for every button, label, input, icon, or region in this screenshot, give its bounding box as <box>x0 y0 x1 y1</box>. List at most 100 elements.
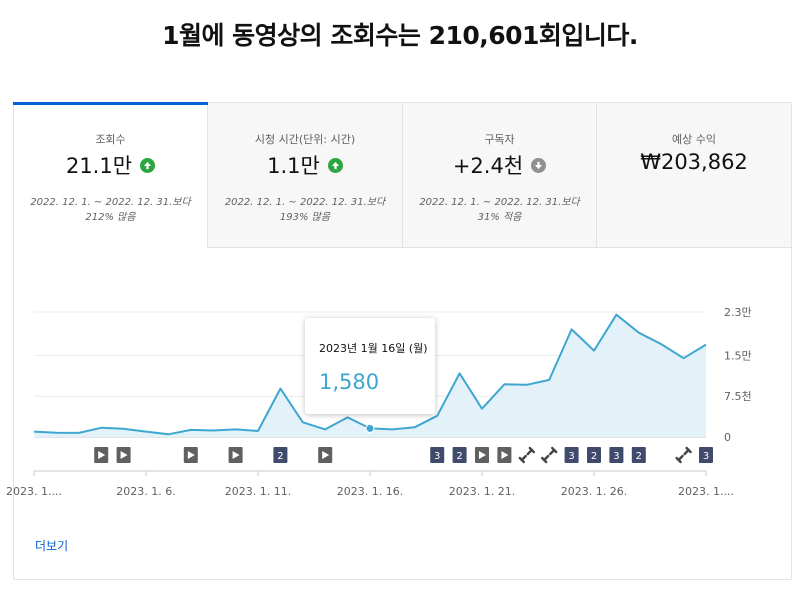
data-point <box>121 426 127 432</box>
tab-subscribers[interactable]: 구독자 +2.4천 2022. 12. 1. ~ 2022. 12. 31.보다… <box>403 103 597 248</box>
tab-value: 21.1만 <box>65 154 133 178</box>
data-point <box>322 426 328 432</box>
tab-label: 구독자 <box>484 133 515 146</box>
marker-count: 3 <box>434 451 440 462</box>
tab-compare-text: 2022. 12. 1. ~ 2022. 12. 31.보다 193% 많음 <box>224 197 386 223</box>
page-title: 1월에 동영상의 조회수는 210,601회입니다. <box>162 21 638 50</box>
data-point <box>389 426 395 432</box>
multi-video-marker-icon <box>430 447 445 463</box>
multi-video-marker-icon <box>699 447 713 463</box>
data-point <box>524 382 530 388</box>
data-point <box>255 428 261 434</box>
highlight-point <box>365 423 375 433</box>
data-point <box>613 312 619 318</box>
data-point <box>233 426 239 432</box>
marker-count: 2 <box>636 451 642 462</box>
tab-value-row: 21.1만 <box>14 150 207 180</box>
data-point <box>277 386 283 392</box>
play-icon <box>232 451 240 459</box>
data-point <box>412 424 418 430</box>
x-tick-label: 2023. 1. 21. <box>449 485 515 498</box>
data-point <box>76 430 82 436</box>
data-point <box>188 427 194 433</box>
x-tick-label: 2023. 1. 11. <box>225 485 291 498</box>
link-icon-part <box>675 446 692 464</box>
link-icon <box>543 448 556 462</box>
views-area <box>34 314 706 437</box>
tab-value: 1.1만 <box>267 154 320 178</box>
data-point <box>300 419 306 425</box>
tab-label: 시청 시간(단위: 시간) <box>254 133 356 146</box>
data-point <box>210 427 216 433</box>
multi-video-marker-icon <box>564 447 579 463</box>
y-tick-label: 7.5천 <box>724 389 752 403</box>
arrow-up-icon <box>140 157 156 173</box>
see-more-link[interactable]: 더보기 <box>35 539 69 553</box>
data-point <box>569 326 575 332</box>
x-tick-label: 2023. 1. 6. <box>116 485 175 498</box>
marker-count: 3 <box>568 451 574 462</box>
play-icon <box>187 451 195 459</box>
data-point <box>636 330 642 336</box>
link-icon <box>677 448 690 462</box>
play-icon <box>98 451 106 459</box>
tab-views[interactable]: 조회수 21.1만 2022. 12. 1. ~ 2022. 12. 31.보다… <box>13 102 208 248</box>
multi-video-marker-icon <box>273 447 288 463</box>
data-point <box>31 429 37 435</box>
marker-count: 2 <box>456 451 462 462</box>
tab-value-row: ₩203,862 <box>597 150 791 174</box>
multi-video-marker-icon <box>631 447 646 463</box>
marker-count: 3 <box>703 451 709 462</box>
tab-watch-time[interactable]: 시청 시간(단위: 시간) 1.1만 2022. 12. 1. ~ 2022. … <box>208 103 403 248</box>
views-chart[interactable]: 0 7.5천 1.5만 2.3만 2 3 2 3 2 3 2 3 2023. 1.... 2023. 1.… <box>6 295 764 505</box>
tab-value: +2.4천 <box>452 154 524 178</box>
tab-compare-text: 2022. 12. 1. ~ 2022. 12. 31.보다 31% 적음 <box>419 197 580 223</box>
link-icon <box>520 448 533 462</box>
data-point <box>457 370 463 376</box>
tab-estimated-revenue[interactable]: 예상 수익 ₩203,862 <box>597 103 791 248</box>
chart-tooltip: 2023년 1월 16일 (월) 1,580 <box>305 318 435 414</box>
y-tick-label: 0 <box>724 431 731 444</box>
tooltip-date: 2023년 1월 16일 (월) <box>319 342 428 355</box>
data-point <box>546 377 552 383</box>
marker-count: 2 <box>591 451 597 462</box>
multi-video-marker-icon <box>452 447 467 463</box>
arrow-down-icon <box>531 157 547 173</box>
marker-count: 3 <box>613 451 619 462</box>
multi-video-marker-icon <box>587 447 601 463</box>
tab-label: 예상 수익 <box>672 133 716 146</box>
tooltip-value: 1,580 <box>319 370 380 394</box>
data-point <box>658 341 664 347</box>
link-icon-part <box>541 446 558 464</box>
tab-label: 조회수 <box>95 133 126 146</box>
data-point <box>143 429 149 435</box>
x-tick-label: 2023. 1. 26. <box>561 485 627 498</box>
analytics-card: 조회수 21.1만 2022. 12. 1. ~ 2022. 12. 31.보다… <box>13 102 792 580</box>
arrow-up-icon <box>327 157 343 173</box>
play-icon <box>479 451 486 459</box>
x-tick-label: 2023. 1.... <box>678 485 734 498</box>
play-icon <box>501 451 509 459</box>
link-icon-part <box>518 446 535 464</box>
x-tick-label: 2023. 1. 16. <box>337 485 403 498</box>
data-point <box>434 413 440 419</box>
tab-value-row: +2.4천 <box>403 150 596 180</box>
views-chart-svg: 0 7.5천 1.5만 2.3만 2 3 2 3 2 3 2 3 2023. 1.... 2023. 1.… <box>6 306 752 498</box>
play-icon <box>322 451 330 459</box>
tab-value: ₩203,862 <box>640 150 748 174</box>
metric-tabs: 조회수 21.1만 2022. 12. 1. ~ 2022. 12. 31.보다… <box>13 102 791 248</box>
y-tick-label: 2.3만 <box>724 306 752 319</box>
data-point <box>345 414 351 420</box>
data-point <box>165 431 171 437</box>
data-point <box>703 342 709 348</box>
marker-count: 2 <box>277 451 283 462</box>
play-icon <box>120 451 128 459</box>
data-point <box>501 381 507 387</box>
multi-video-marker-icon <box>609 447 624 463</box>
data-point <box>591 348 597 354</box>
data-point <box>479 406 485 412</box>
data-point <box>53 430 59 436</box>
data-point <box>681 355 687 361</box>
y-tick-label: 1.5만 <box>724 349 752 362</box>
data-point <box>98 425 104 431</box>
